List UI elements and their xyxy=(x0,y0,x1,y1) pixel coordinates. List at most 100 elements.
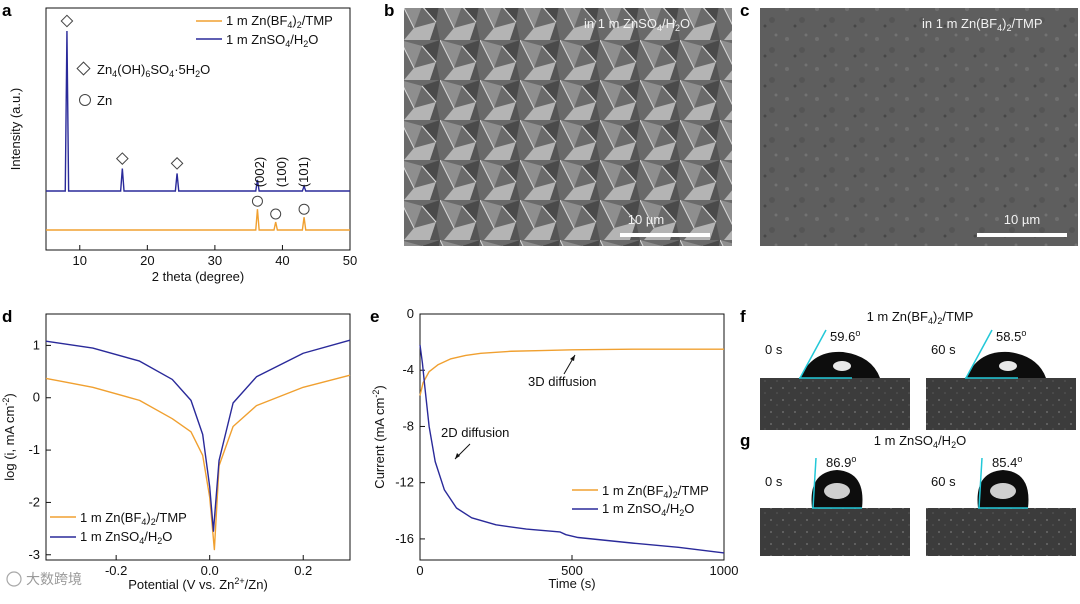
panel-d-label: d xyxy=(2,307,12,326)
plot-e-traces xyxy=(419,344,725,554)
plot-a-x-axis: 10 20 30 40 50 xyxy=(73,245,357,268)
time-label-g-60s: 60 s xyxy=(931,474,956,489)
plot-e-ytick-label: -4 xyxy=(402,362,414,377)
plot-a-xtick-label: 10 xyxy=(73,253,87,268)
legend-e-label-tmp: 1 m Zn(BF4)2/TMP xyxy=(602,483,709,500)
circle-peak-marker-icon xyxy=(270,208,282,220)
plot-d-series-line xyxy=(45,374,351,551)
plot-d-xtick-label: 0.2 xyxy=(294,563,312,578)
time-label-g-0s: 0 s xyxy=(765,474,783,489)
panel-b-label: b xyxy=(384,1,394,20)
peak-label-002: (002) xyxy=(252,157,267,187)
legend-e-label-znso4: 1 m ZnSO4/H2O xyxy=(602,501,694,518)
plot-d-frame xyxy=(45,313,351,561)
peak-label-101: (101) xyxy=(296,157,311,187)
angle-label-f-60s: 58.5o xyxy=(996,328,1026,344)
panel-a: a 10 20 30 40 50 2 theta (degree) Intensity … xyxy=(2,1,357,284)
sem-image-znso4 xyxy=(404,8,732,246)
panel-g-label: g xyxy=(740,431,750,450)
sem-b-caption: in 1 m ZnSO4/H2O xyxy=(584,16,690,33)
plot-e-ytick-label: -8 xyxy=(402,418,414,433)
annotation-3d-diffusion: 3D diffusion xyxy=(528,374,596,389)
plot-d-ytick-label: -3 xyxy=(28,547,40,562)
circle-peak-marker-icon xyxy=(298,203,310,215)
droplet-image-f-0s: 0 s 59.6o xyxy=(760,328,910,430)
contact-g-title: 1 m ZnSO4/H2O xyxy=(874,433,966,450)
plot-a-xtick-label: 30 xyxy=(208,253,222,268)
circle-marker-legend-icon xyxy=(79,94,91,106)
panel-f: f 1 m Zn(BF4)2/TMP 0 s 59.6o 60 s 58.5o xyxy=(740,307,1076,430)
plot-e-xtick-label: 0 xyxy=(416,563,423,578)
sem-b-scale-label: 10 µm xyxy=(628,212,664,227)
panel-f-label: f xyxy=(740,307,746,326)
plot-d-axes: -0.2 0.0 0.2 -3 -2 -1 0 1 xyxy=(28,337,312,578)
arrowhead-2d-icon xyxy=(455,453,460,459)
plot-e-xlabel: Time (s) xyxy=(548,576,595,591)
plot-e-ytick-label: -16 xyxy=(395,531,414,546)
plot-d-xtick-label: -0.2 xyxy=(105,563,127,578)
plot-d-xlabel: Potential (V vs. Zn2+/Zn) xyxy=(128,576,268,592)
angle-label-g-0s: 86.9o xyxy=(826,454,856,470)
plot-e-xtick-label: 1000 xyxy=(710,563,739,578)
plot-e-ylabel: Current (mA cm-2) xyxy=(371,385,387,488)
panel-e-label: e xyxy=(370,307,379,326)
arrowhead-3d-icon xyxy=(570,355,575,361)
diamond-marker-legend-icon xyxy=(76,61,91,76)
time-label-f-60s: 60 s xyxy=(931,342,956,357)
angle-label-g-60s: 85.4o xyxy=(992,454,1022,470)
plot-a-xtick-label: 40 xyxy=(275,253,289,268)
circle-peak-marker-icon xyxy=(251,195,263,207)
plot-a-frame xyxy=(45,7,351,251)
plot-a-traces xyxy=(46,14,350,231)
panel-d: d -0.2 0.0 0.2 -3 -2 -1 0 1 Potential (V vs. Zn… xyxy=(1,307,351,592)
time-label-f-0s: 0 s xyxy=(765,342,783,357)
peak-label-100: (100) xyxy=(274,157,289,187)
plot-d-ytick-label: 1 xyxy=(33,337,40,352)
plot-a-xtick-label: 50 xyxy=(343,253,357,268)
plot-d-ytick-label: 0 xyxy=(33,390,40,405)
sem-b-scale-bar xyxy=(620,233,710,237)
plot-d-ytick-label: -1 xyxy=(28,442,40,457)
diamond-peak-marker-icon xyxy=(170,157,184,170)
diamond-peak-marker-icon xyxy=(115,152,129,165)
plot-e-ytick-label: -12 xyxy=(395,475,414,490)
sem-c-scale-label: 10 µm xyxy=(1004,212,1040,227)
plot-d-xtick-label: 0.0 xyxy=(201,563,219,578)
droplet-image-g-60s: 60 s 85.4o xyxy=(926,454,1076,556)
plot-d-traces xyxy=(45,339,351,551)
droplet-image-f-60s: 60 s 58.5o xyxy=(926,328,1076,430)
plot-a-series-line xyxy=(46,30,350,192)
legend-a-label-znso4: 1 m ZnSO4/H2O xyxy=(226,32,318,49)
legend-d-label-znso4: 1 m ZnSO4/H2O xyxy=(80,529,172,546)
marker-legend-circle-label: Zn xyxy=(97,93,112,108)
sem-c-caption: in 1 m Zn(BF4)2/TMP xyxy=(922,16,1043,33)
panel-g: g 1 m ZnSO4/H2O 0 s 86.9o 60 s 85.4o xyxy=(740,431,1076,556)
watermark-logo-icon xyxy=(6,571,22,587)
legend-d-label-tmp: 1 m Zn(BF4)2/TMP xyxy=(80,510,187,527)
plot-e-ytick-label: 0 xyxy=(407,306,414,321)
panel-a-label: a xyxy=(2,1,12,20)
contact-f-title: 1 m Zn(BF4)2/TMP xyxy=(867,309,974,326)
annotation-2d-diffusion: 2D diffusion xyxy=(441,425,509,440)
plot-e-series-line xyxy=(419,344,725,554)
plot-d-ylabel: log (i, mA cm-2) xyxy=(1,393,17,480)
panel-c-label: c xyxy=(740,1,749,20)
plot-d-ytick-label: -2 xyxy=(28,494,40,509)
watermark: 大数跨境 xyxy=(6,571,82,587)
plot-a-xlabel: 2 theta (degree) xyxy=(152,269,245,284)
marker-legend-diamond-label: Zn4(OH)6SO4·5H2O xyxy=(97,62,210,79)
plot-e-series-line xyxy=(419,348,724,396)
panel-b: b in 1 m ZnSO4/H2O 10 µm xyxy=(384,1,732,246)
plot-a-xtick-label: 20 xyxy=(140,253,154,268)
droplet-image-g-0s: 0 s 86.9o xyxy=(760,454,910,556)
panel-e: e 0 500 1000 -16 -12 -8 -4 0 Time (s) Current (… xyxy=(370,306,738,591)
sem-c-scale-bar xyxy=(977,233,1067,237)
watermark-text: 大数跨境 xyxy=(26,571,82,587)
plot-e-xtick-label: 500 xyxy=(561,563,583,578)
diamond-peak-marker-icon xyxy=(60,14,74,28)
sem-image-tmp xyxy=(760,8,1078,246)
legend-a-label-tmp: 1 m Zn(BF4)2/TMP xyxy=(226,13,333,30)
plot-a-ylabel: Intensity (a.u.) xyxy=(8,88,23,170)
plot-e-axes: 0 500 1000 -16 -12 -8 -4 0 xyxy=(395,306,738,578)
